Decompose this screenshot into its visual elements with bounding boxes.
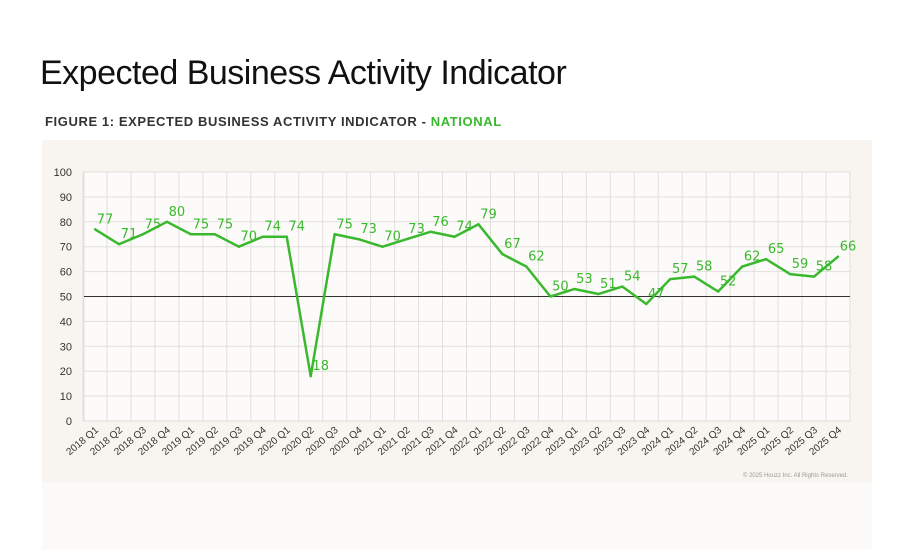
data-label: 67 [504, 237, 521, 252]
data-label: 54 [624, 270, 641, 285]
data-point [764, 257, 768, 261]
data-label: 51 [600, 277, 617, 292]
y-tick-label: 50 [60, 292, 72, 304]
y-tick-label: 100 [54, 167, 72, 179]
data-label: 59 [792, 257, 809, 272]
data-point [261, 235, 264, 238]
data-point [645, 302, 648, 306]
data-label: 80 [169, 205, 186, 220]
data-point [309, 374, 312, 378]
data-label: 76 [432, 215, 449, 230]
data-label: 58 [816, 260, 833, 275]
data-point [716, 290, 720, 293]
data-point [357, 238, 360, 241]
data-label: 62 [744, 250, 761, 265]
data-label: 57 [672, 262, 689, 277]
data-point [237, 245, 241, 248]
data-point [213, 233, 217, 236]
copyright-text: © 2025 Houzz Inc. All Rights Reserved. [743, 472, 848, 479]
data-point [692, 275, 696, 278]
data-label: 52 [720, 275, 737, 290]
data-label: 62 [528, 250, 545, 265]
data-label: 75 [217, 217, 234, 232]
data-label: 53 [576, 272, 593, 287]
data-label: 50 [552, 280, 569, 295]
data-label: 18 [312, 359, 329, 374]
data-point [189, 233, 193, 236]
data-point [525, 265, 528, 268]
series-line [94, 220, 839, 378]
y-tick-label: 70 [60, 242, 72, 254]
data-point [788, 272, 792, 276]
y-tick-label: 90 [60, 192, 72, 204]
data-label: 77 [97, 212, 114, 227]
y-tick-label: 10 [60, 391, 72, 403]
data-label: 79 [480, 207, 497, 222]
data-point [597, 292, 600, 296]
y-tick-label: 20 [60, 366, 72, 378]
data-label: 47 [648, 287, 665, 302]
data-label: 65 [768, 242, 785, 257]
data-point [453, 235, 456, 238]
data-point [669, 277, 672, 281]
data-point [285, 235, 288, 238]
data-point [429, 230, 432, 233]
data-point [381, 245, 384, 248]
data-point [501, 252, 504, 256]
data-point [740, 265, 744, 268]
page-title: Expected Business Activity Indicator [40, 54, 567, 92]
figure-caption-highlight: NATIONAL [430, 114, 502, 129]
data-point [141, 233, 145, 236]
data-label: 75 [336, 217, 353, 232]
y-tick-label: 0 [66, 416, 72, 428]
data-label: 75 [193, 217, 210, 232]
data-point [165, 220, 169, 223]
data-point [549, 295, 552, 298]
y-tick-label: 80 [60, 217, 72, 229]
data-point [836, 255, 840, 258]
data-point [93, 228, 97, 231]
data-label: 58 [696, 260, 713, 275]
y-tick-label: 30 [60, 341, 72, 353]
data-label: 75 [145, 217, 162, 232]
data-point [812, 275, 816, 278]
data-point [405, 238, 408, 241]
data-label: 70 [384, 230, 401, 245]
data-point [621, 285, 624, 288]
data-point [573, 287, 576, 291]
data-point [333, 233, 336, 236]
data-label: 74 [456, 220, 473, 235]
data-label: 74 [265, 220, 282, 235]
y-tick-label: 40 [60, 316, 72, 328]
data-point [117, 243, 121, 246]
lower-panel [42, 482, 872, 550]
data-label: 66 [840, 240, 857, 255]
figure-caption: FIGURE 1: EXPECTED BUSINESS ACTIVITY IND… [45, 114, 502, 129]
data-point [477, 223, 480, 226]
figure-caption-prefix: FIGURE 1: EXPECTED BUSINESS ACTIVITY IND… [45, 114, 431, 129]
data-label: 74 [288, 220, 305, 235]
data-label: 73 [408, 222, 425, 237]
data-label: 71 [121, 227, 138, 242]
data-label: 70 [241, 230, 258, 245]
y-tick-label: 60 [60, 267, 72, 279]
data-label: 73 [360, 222, 377, 237]
